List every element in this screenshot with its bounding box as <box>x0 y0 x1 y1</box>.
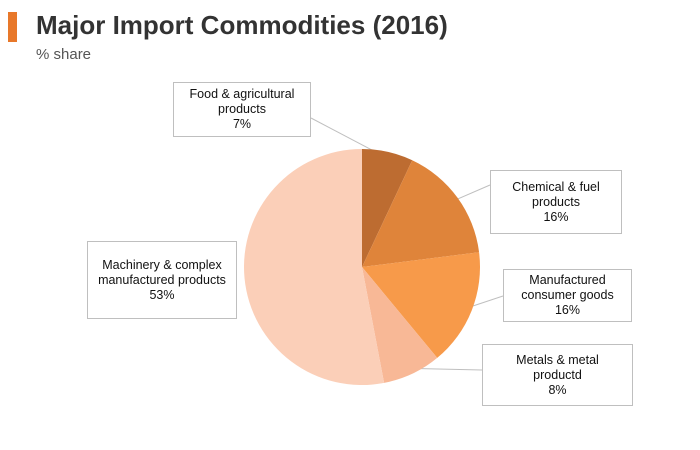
pie-slice-food-agricultural <box>362 149 413 267</box>
callout-chemical-fuel: Chemical & fuel products 16% <box>490 170 622 234</box>
callout-metals: Metals & metal productd 8% <box>482 344 633 406</box>
callout-label-line: Metals & metal <box>516 352 599 367</box>
pie-slices <box>243 149 480 385</box>
callout-machinery: Machinery & complex manufactured product… <box>87 241 237 319</box>
callout-label-line: products <box>532 194 580 209</box>
callout-manufactured-consumer: Manufactured consumer goods 16% <box>503 269 632 322</box>
callout-label-line: Food & agricultural <box>189 87 295 101</box>
callout-label-line: Chemical & fuel <box>512 179 600 194</box>
callout-value: 16% <box>543 209 569 224</box>
title-accent-bar <box>8 12 17 42</box>
callout-label-line: Manufactured <box>529 273 606 287</box>
callout-label-line: products <box>218 102 266 116</box>
callout-label-line: productd <box>533 367 582 382</box>
callout-label-line: consumer goods <box>521 288 614 302</box>
callout-food-agricultural: Food & agricultural products 7% <box>173 82 311 137</box>
chart-title: Major Import Commodities (2016) <box>36 10 448 40</box>
callout-value: 53% <box>149 287 175 302</box>
pie-slice-machinery <box>243 149 385 385</box>
pie-slice-chemical-fuel <box>362 160 480 267</box>
pie-slice-manufactured-consumer <box>362 252 480 358</box>
callout-value: 8% <box>548 382 567 397</box>
pie-slice-metals <box>362 267 438 383</box>
callout-value: 16% <box>554 303 581 317</box>
callout-value: 7% <box>232 117 252 131</box>
callout-label-line: manufactured products <box>98 272 226 287</box>
leader-line-chemical-fuel <box>452 184 491 202</box>
callout-label-line: Machinery & complex <box>102 257 222 272</box>
chart-subtitle: % share <box>36 46 92 63</box>
